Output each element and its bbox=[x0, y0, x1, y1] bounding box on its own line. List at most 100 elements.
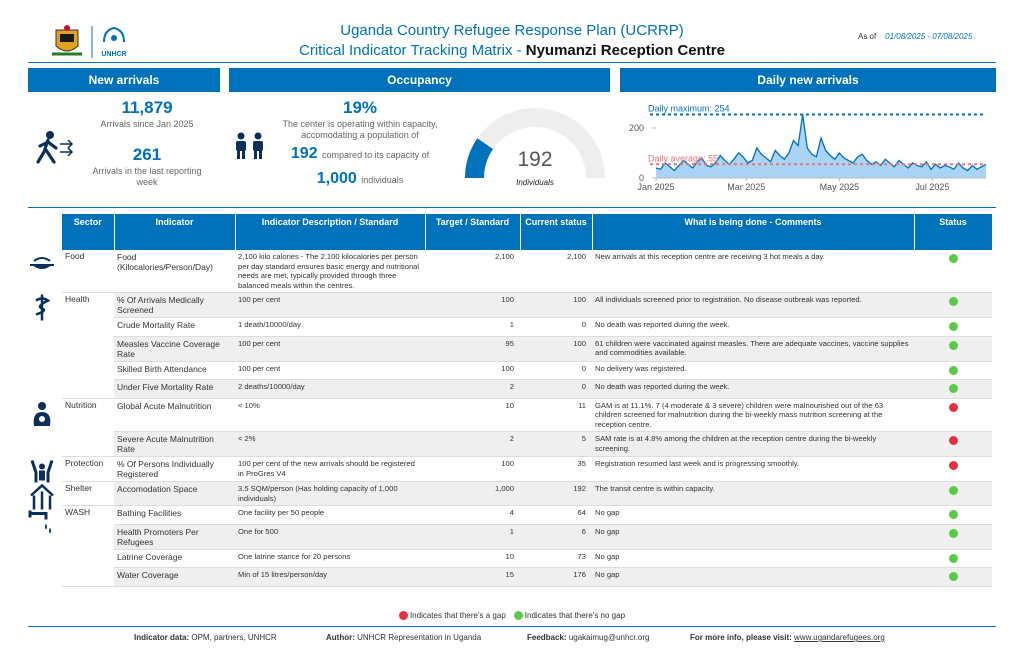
unhcr-logo: UNHCR bbox=[101, 26, 127, 58]
sector: Health bbox=[62, 292, 114, 399]
comment: No gap bbox=[592, 549, 914, 568]
table-row: Latrine Coverage One latrine stance for 2… bbox=[62, 549, 992, 568]
description: 100 per cent bbox=[235, 336, 425, 362]
footer-item: Indicator data: OPM, partners, UNHCR bbox=[134, 633, 277, 642]
section-rule bbox=[28, 207, 996, 208]
target: 2,100 bbox=[425, 250, 520, 293]
sector: Shelter bbox=[62, 481, 114, 506]
indicator: Measles Vaccine Coverage Rate bbox=[114, 336, 235, 362]
table-row: Nutrition Global Acute Malnutrition < 10% 1… bbox=[62, 398, 992, 457]
area bbox=[656, 114, 986, 178]
legend-label: Indicates that there's a gap bbox=[409, 611, 506, 620]
table-row: Health Promoters Per Refugees One for 500… bbox=[62, 524, 992, 550]
target: 1,000 bbox=[425, 481, 520, 506]
indicator: Skilled Birth Attendance bbox=[114, 361, 235, 380]
status-dot bbox=[948, 461, 958, 470]
status-dot bbox=[948, 254, 958, 263]
legend: Indicates that there's a gap Indicates th… bbox=[0, 611, 1024, 620]
table-row: Crude Mortality Rate 1 death/10000/day 1 0 N… bbox=[62, 317, 992, 337]
comment: New arrivals at this reception centre ar… bbox=[592, 250, 914, 293]
target: 1 bbox=[425, 317, 520, 337]
status-cell bbox=[914, 524, 992, 550]
sector: Protection bbox=[62, 456, 114, 482]
footer-item: Feedback: ugakaimug@unhcr.org bbox=[527, 633, 649, 642]
comment: Registration resumed last week and is pr… bbox=[592, 456, 914, 482]
current: 0 bbox=[520, 361, 592, 380]
as-of-value: 01/08/2025 - 07/08/2025 bbox=[885, 32, 973, 41]
sector-icon bbox=[35, 294, 51, 321]
avg-line-label: Daily average: 55 bbox=[648, 153, 718, 163]
description: One latrine stance for 20 persons bbox=[235, 549, 425, 568]
table-row: Food Food (Kilocalories/Person/Day) 2,100 … bbox=[62, 250, 992, 293]
gauge-label: Individuals bbox=[516, 178, 554, 187]
gauge-fill bbox=[465, 138, 493, 178]
table-row: WASH Bathing Facilities One facility per 5… bbox=[62, 505, 992, 587]
footer-label: For more info, please visit: bbox=[690, 633, 792, 642]
target: 10 bbox=[425, 398, 520, 432]
column-header: Current status bbox=[520, 214, 593, 250]
occupancy-percent: 19% bbox=[342, 98, 378, 117]
indicator: Latrine Coverage bbox=[114, 549, 235, 568]
line bbox=[655, 114, 987, 172]
indicator: Global Acute Malnutrition bbox=[114, 398, 235, 432]
indicator: % Of Persons Individually Registered bbox=[114, 456, 235, 482]
indicator: Severe Acute Malnutrition Rate bbox=[114, 431, 235, 457]
description: 3.5 SQM/person (Has holding capacity of … bbox=[235, 481, 425, 506]
indicator: Health Promoters Per Refugees bbox=[114, 524, 235, 550]
status-cell bbox=[914, 431, 992, 457]
current: 73 bbox=[520, 549, 592, 568]
indicator: Under Five Mortality Rate bbox=[114, 379, 235, 399]
comment: No death was reported during the week. bbox=[592, 379, 914, 399]
current: 100 bbox=[520, 336, 592, 362]
sector-icon bbox=[30, 257, 54, 269]
indicator-table: Sector Indicator Indicator Description / S… bbox=[62, 214, 993, 587]
logos: UNHCR bbox=[52, 25, 127, 58]
target: 4 bbox=[425, 505, 520, 525]
legend-dot bbox=[513, 611, 523, 620]
column-header: Indicator Description / Standard bbox=[235, 214, 426, 250]
x-tick-label: May 2025 bbox=[820, 182, 860, 192]
current: 100 bbox=[520, 292, 592, 318]
status-cell bbox=[914, 292, 992, 318]
x-tick-label: Jul 2025 bbox=[915, 182, 949, 192]
status-dot bbox=[948, 322, 958, 331]
people-icon bbox=[236, 132, 263, 159]
footer-item: For more info, please visit: www.ugandar… bbox=[690, 633, 885, 642]
table-row: Protection% Of Persons Individually Regi… bbox=[62, 456, 992, 482]
status-dot bbox=[948, 528, 958, 538]
population-line: 192 compared to its capacity of bbox=[270, 145, 450, 163]
week-arrivals: 261 bbox=[132, 145, 162, 164]
description: 100 per cent bbox=[235, 361, 425, 380]
comment: No delivery was registered. bbox=[592, 361, 914, 380]
y-tick-label: 0 bbox=[639, 173, 644, 183]
subtitle-bold: Nyumanzi Reception Centre bbox=[525, 42, 725, 59]
comment: No gap bbox=[592, 505, 914, 525]
status-cell bbox=[914, 379, 992, 399]
target: 15 bbox=[425, 567, 520, 587]
status-cell bbox=[914, 398, 992, 432]
capacity: 1,000 bbox=[316, 170, 357, 187]
status-cell bbox=[914, 317, 992, 337]
target: 95 bbox=[425, 336, 520, 362]
sector: Nutrition bbox=[62, 398, 114, 457]
current: 64 bbox=[520, 505, 592, 525]
status-cell bbox=[914, 336, 992, 362]
footer-label: Feedback: bbox=[527, 633, 567, 642]
current: 11 bbox=[520, 398, 592, 432]
indicator: Bathing Facilities bbox=[114, 505, 235, 525]
comment: No gap bbox=[592, 524, 914, 550]
sector: Food bbox=[62, 250, 114, 293]
capacity-unit: individuals bbox=[361, 175, 404, 185]
total-arrivals-label: Arrivals since Jan 2025 bbox=[100, 119, 194, 129]
sector-icon bbox=[30, 483, 54, 510]
status-dot bbox=[948, 486, 958, 495]
table-row: Shelter Accomodation Space 3.5 SQM/person … bbox=[62, 481, 992, 506]
status-cell bbox=[914, 505, 992, 525]
target: 1 bbox=[425, 524, 520, 550]
column-header: What is being done - Comments bbox=[592, 214, 915, 250]
x-tick-label: Jan 2025 bbox=[637, 182, 674, 192]
footer-value: UNHCR Representation in Uganda bbox=[357, 633, 482, 642]
description: 100 per cent bbox=[235, 292, 425, 318]
as-of-label: As of bbox=[858, 32, 877, 41]
status-dot bbox=[948, 553, 958, 563]
